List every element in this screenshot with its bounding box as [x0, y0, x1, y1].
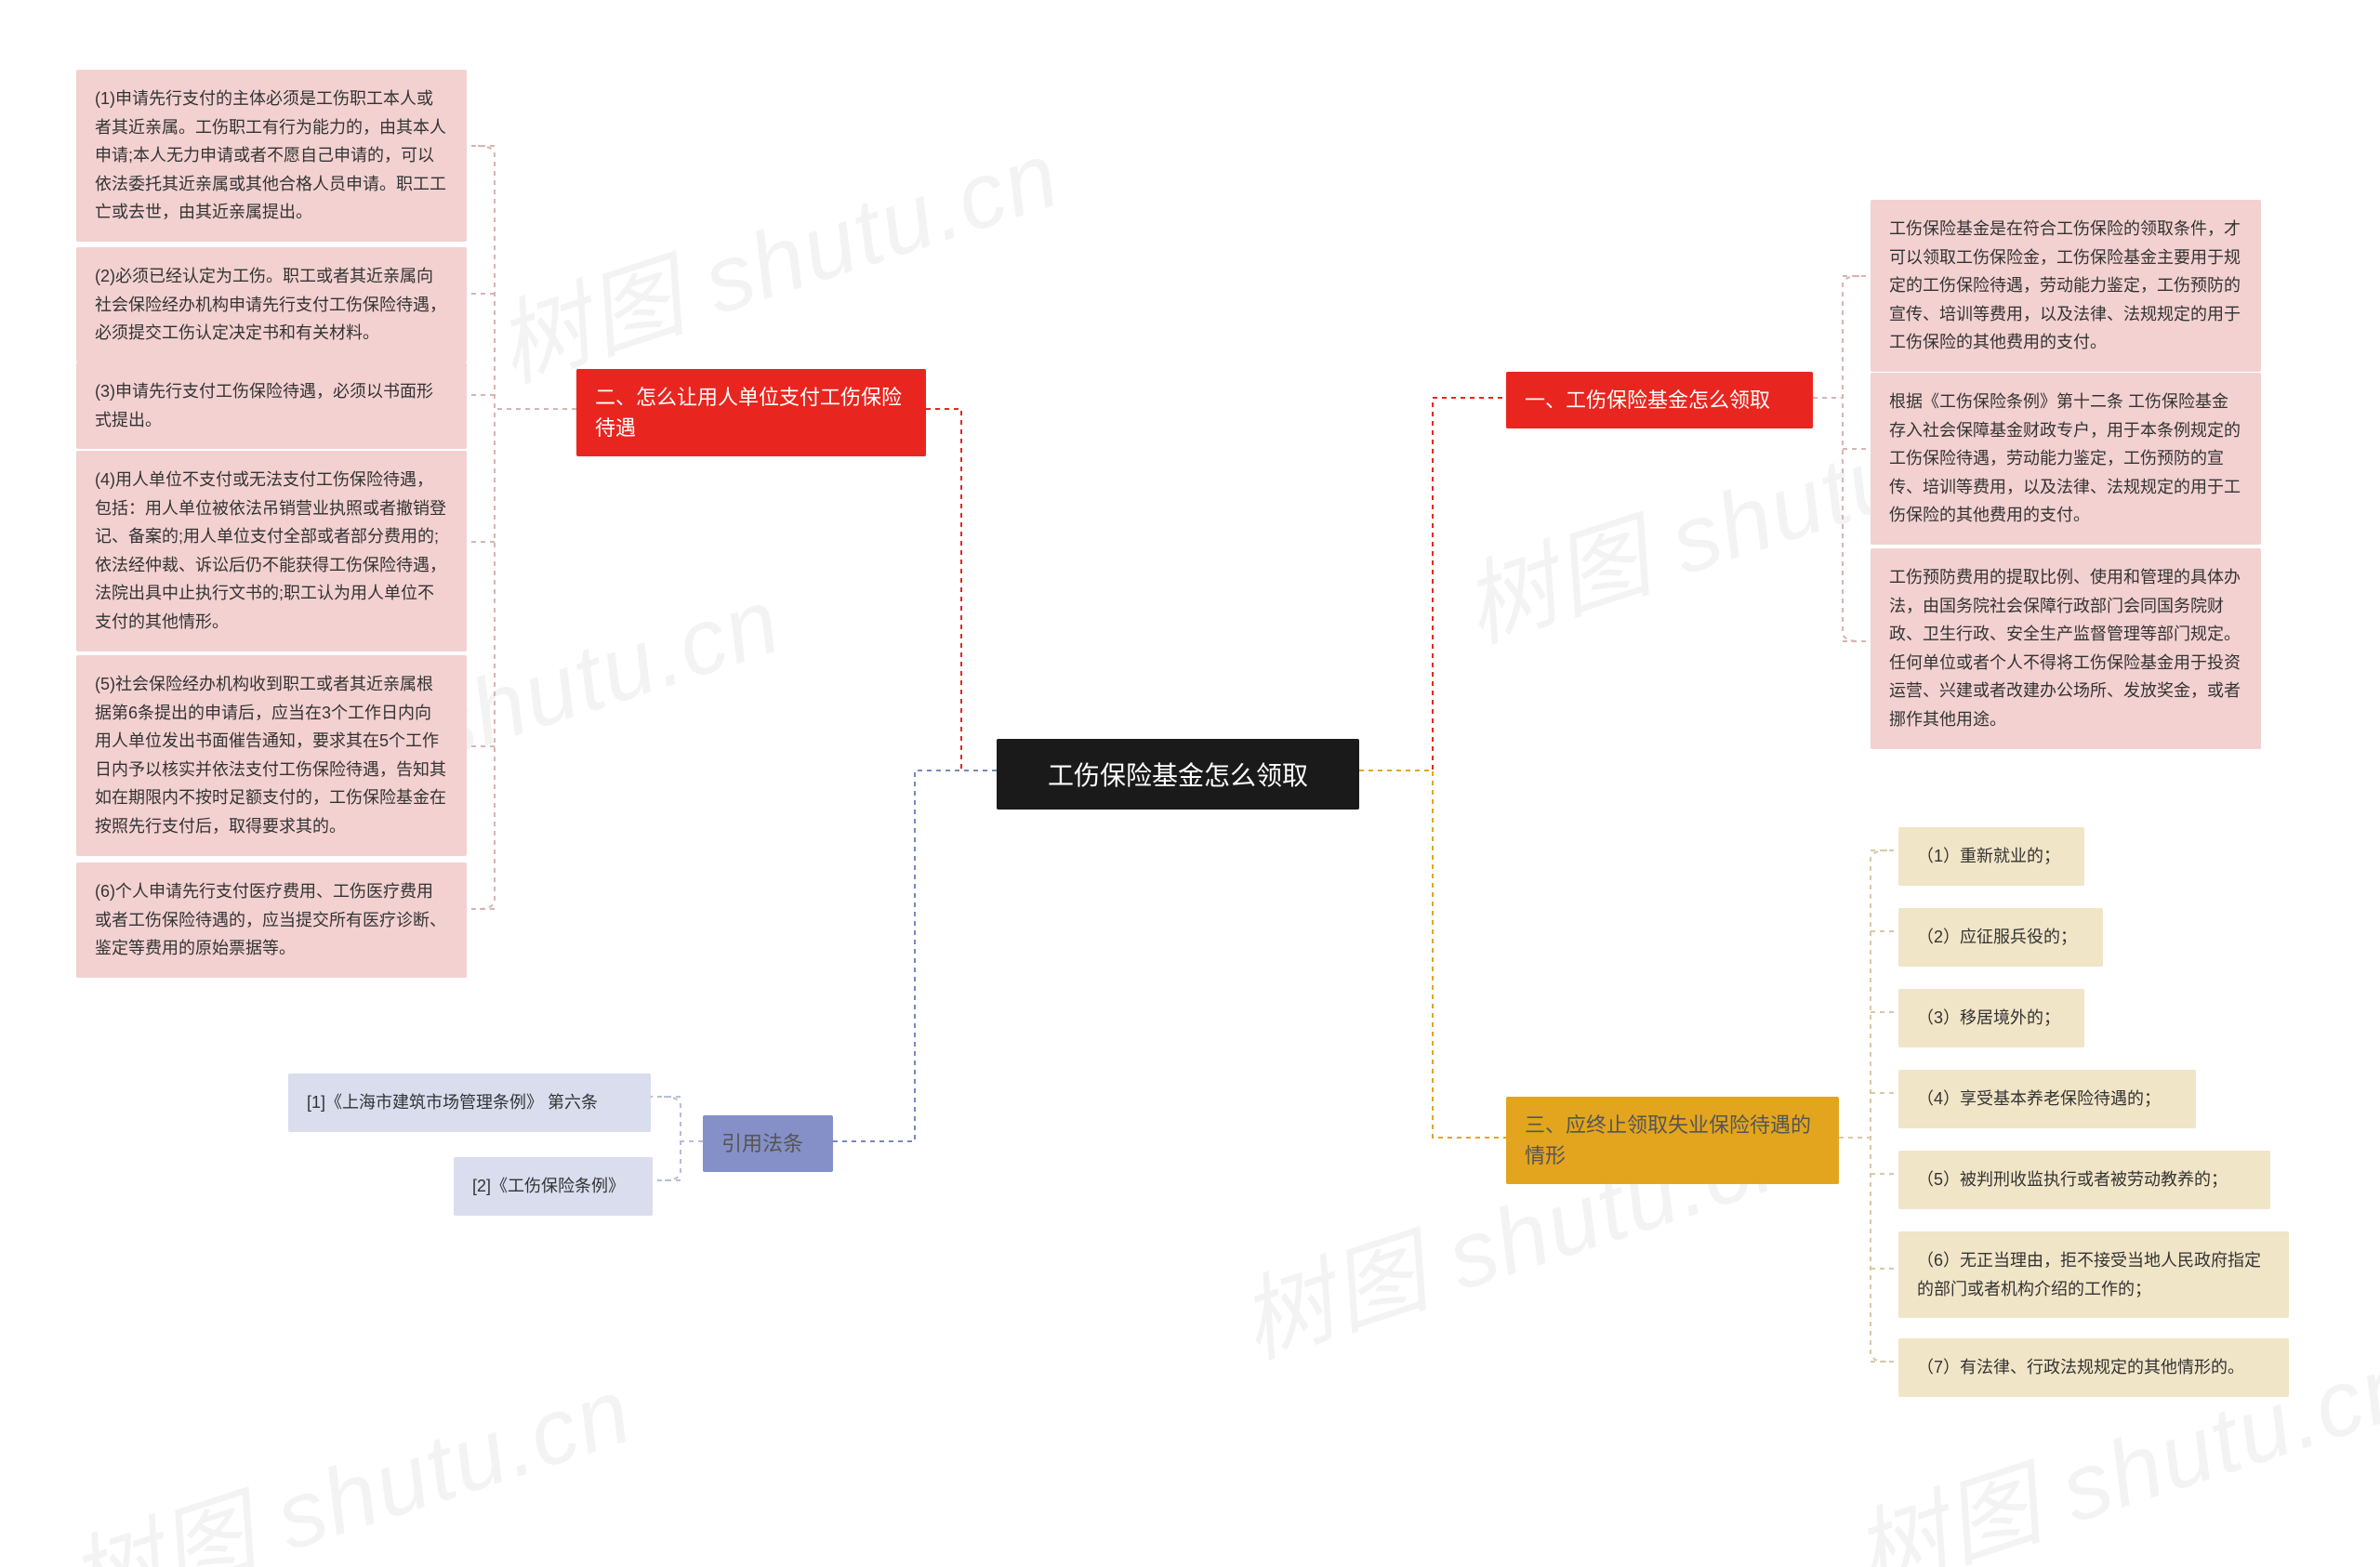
leaf-b3-6[interactable]: （7）有法律、行政法规规定的其他情形的。 — [1898, 1338, 2289, 1397]
leaf-b3-3[interactable]: （4）享受基本养老保险待遇的； — [1898, 1070, 2196, 1128]
leaf-b3-0[interactable]: （1）重新就业的； — [1898, 827, 2084, 886]
branch-node-b4[interactable]: 引用法条 — [703, 1115, 833, 1172]
leaf-b2-5[interactable]: (6)个人申请先行支付医疗费用、工伤医疗费用或者工伤保险待遇的，应当提交所有医疗… — [76, 863, 467, 978]
leaf-b1-2[interactable]: 工伤预防费用的提取比例、使用和管理的具体办法，由国务院社会保障行政部门会同国务院… — [1871, 548, 2261, 749]
leaf-b4-1[interactable]: [2]《工伤保险条例》 — [454, 1157, 653, 1216]
center-node[interactable]: 工伤保险基金怎么领取 — [997, 739, 1359, 810]
leaf-b1-1[interactable]: 根据《工伤保险条例》第十二条 工伤保险基金存入社会保障基金财政专户，用于本条例规… — [1871, 373, 2261, 545]
leaf-b4-0[interactable]: [1]《上海市建筑市场管理条例》 第六条 — [288, 1073, 651, 1132]
branch-node-b1[interactable]: 一、工伤保险基金怎么领取 — [1506, 372, 1813, 428]
branch-node-b2[interactable]: 二、怎么让用人单位支付工伤保险待遇 — [576, 369, 926, 456]
leaf-b2-1[interactable]: (2)必须已经认定为工伤。职工或者其近亲属向社会保险经办机构申请先行支付工伤保险… — [76, 247, 467, 362]
leaf-b2-4[interactable]: (5)社会保险经办机构收到职工或者其近亲属根据第6条提出的申请后，应当在3个工作… — [76, 655, 467, 856]
leaf-b2-0[interactable]: (1)申请先行支付的主体必须是工伤职工本人或者其近亲属。工伤职工有行为能力的，由… — [76, 70, 467, 242]
leaf-b3-4[interactable]: （5）被判刑收监执行或者被劳动教养的； — [1898, 1151, 2270, 1209]
leaf-b1-0[interactable]: 工伤保险基金是在符合工伤保险的领取条件，才可以领取工伤保险金，工伤保险基金主要用… — [1871, 200, 2261, 372]
branch-node-b3[interactable]: 三、应终止领取失业保险待遇的情形 — [1506, 1097, 1839, 1184]
mindmap-canvas: 树图 shutu.cn树图 shutu.cn树图 shutu.cn树图 shut… — [0, 0, 2380, 1567]
leaf-b2-2[interactable]: (3)申请先行支付工伤保险待遇，必须以书面形式提出。 — [76, 362, 467, 449]
leaf-b3-2[interactable]: （3）移居境外的； — [1898, 989, 2084, 1047]
leaf-b3-1[interactable]: （2）应征服兵役的； — [1898, 908, 2103, 967]
leaf-b3-5[interactable]: （6）无正当理由，拒不接受当地人民政府指定的部门或者机构介绍的工作的； — [1898, 1231, 2289, 1318]
leaf-b2-3[interactable]: (4)用人单位不支付或无法支付工伤保险待遇，包括：用人单位被依法吊销营业执照或者… — [76, 451, 467, 652]
